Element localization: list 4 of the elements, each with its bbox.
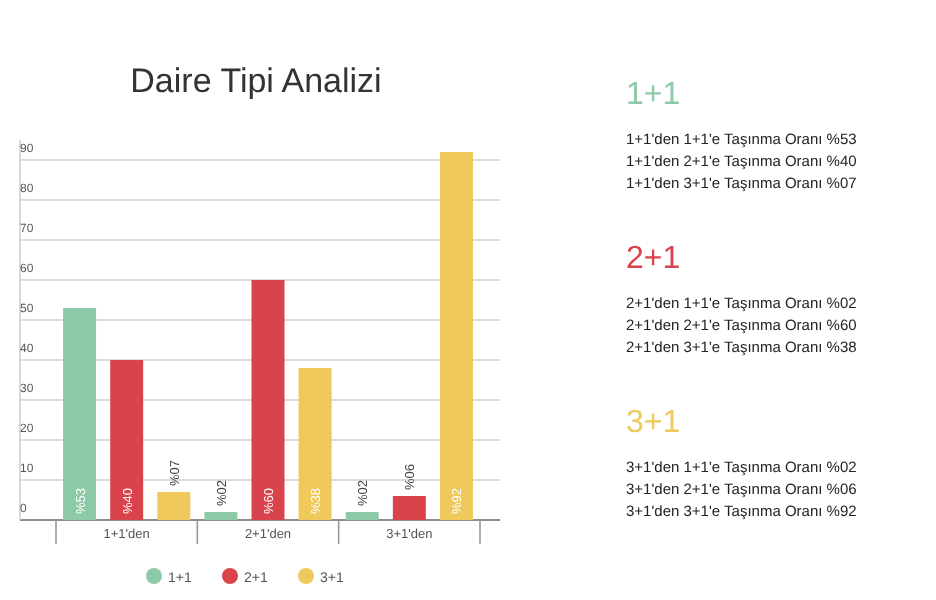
text: 1+1 (626, 78, 681, 112)
text: 2+1 (626, 242, 681, 276)
chart-title: Daire Tipi Analizi (130, 62, 382, 100)
text: 3+1 (626, 406, 681, 440)
